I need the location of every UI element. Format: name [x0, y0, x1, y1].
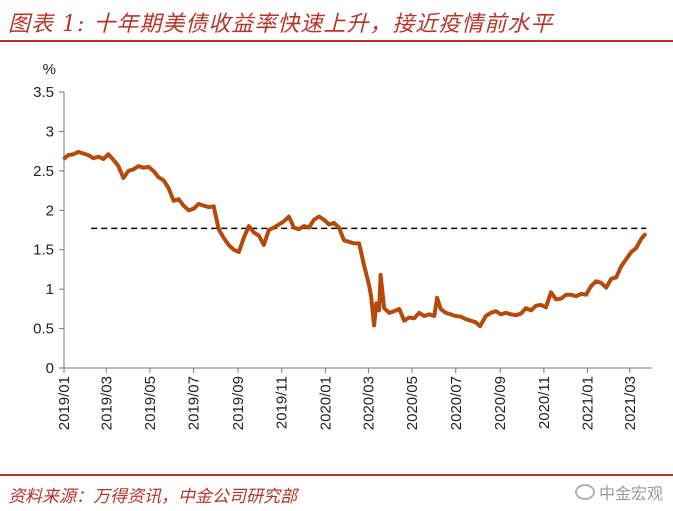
x-tick-label: 2019/05 — [142, 376, 159, 430]
series-line — [62, 149, 647, 329]
series-group — [62, 149, 647, 329]
x-tick-label: 2019/01 — [56, 376, 73, 430]
y-tick-label: 0 — [46, 360, 54, 377]
x-tick-label: 2019/11 — [274, 376, 291, 429]
x-tick-label: 2020/05 — [404, 376, 421, 430]
watermark-text: 中金宏观 — [598, 484, 663, 503]
x-tick-label: 2020/11 — [536, 376, 553, 429]
x-tick-label: 2019/09 — [230, 376, 247, 430]
y-tick-label: 0.5 — [33, 321, 54, 338]
source-note: 资料来源：万得资讯，中金公司研究部 — [8, 487, 297, 507]
source-divider — [0, 474, 673, 476]
wechat-logo-icon — [574, 484, 595, 500]
y-tick-label: 3.5 — [33, 84, 54, 101]
y-tick-label: 2.5 — [33, 163, 54, 180]
x-tick-label: 2021/01 — [580, 376, 597, 430]
x-tick-label: 2020/07 — [448, 376, 465, 430]
x-tick-label: 2021/03 — [622, 376, 639, 430]
y-tick-label: 3 — [46, 123, 54, 140]
x-tick-label: 2019/07 — [186, 376, 203, 430]
y-tick-label: 2 — [46, 202, 54, 219]
watermark: 中金宏观 — [574, 480, 663, 504]
x-tick-label: 2020/09 — [492, 376, 509, 430]
y-tick-label: 1 — [46, 281, 54, 298]
x-tick-label: 2020/03 — [360, 376, 377, 430]
title-divider — [0, 40, 673, 42]
y-axis: 0 0.5 1 1.5 2 2.5 3 3.5% — [33, 61, 65, 377]
yield-line-chart: 00.511.522.533.5% 2019/01 2019/03 2019/05 2… — [33, 61, 652, 430]
x-tick-label: 2019/03 — [98, 376, 115, 430]
chart-title: 图表 1: 十年期美债收益率快速上升，接近疫情前水平 — [8, 12, 554, 37]
y-unit-label: % — [43, 61, 56, 78]
x-axis: 2019/01 2019/03 2019/05 2019/07 2019/09 2019/… — [56, 367, 652, 430]
y-tick-label: 1.5 — [33, 242, 54, 259]
x-tick-label: 2020/01 — [317, 376, 334, 430]
